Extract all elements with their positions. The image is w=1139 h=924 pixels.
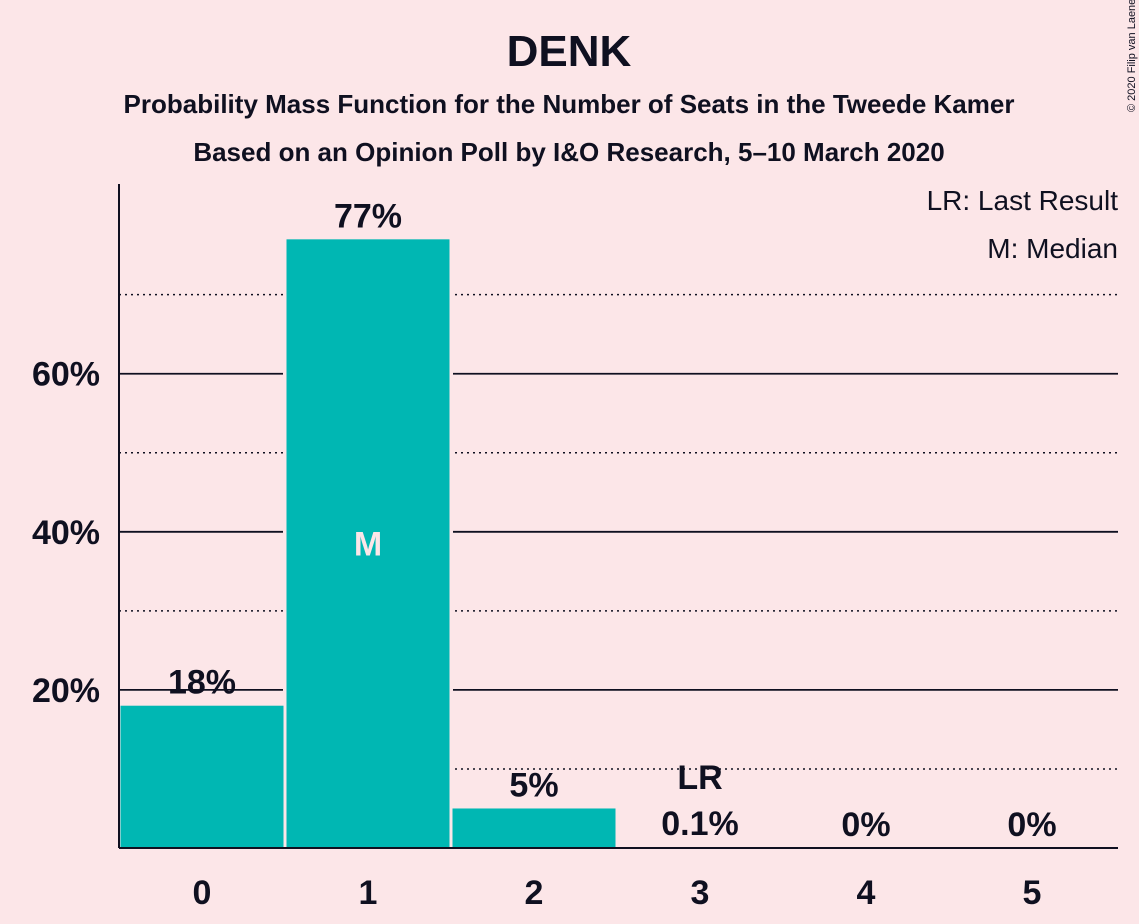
labels-layer: 20% 40% 60% 0 1 2 3 4 5 18% 77% 5% 0.1% 0% 0% M LR (32, 197, 1057, 912)
x-tick-label-2: 2 (525, 874, 544, 912)
data-label-5: 0% (1007, 806, 1056, 844)
axes-layer (118, 184, 1118, 849)
x-tick-label-4: 4 (857, 874, 876, 912)
x-tick-label-0: 0 (193, 874, 212, 912)
y-tick-label-60: 60% (32, 356, 100, 394)
data-label-0: 18% (168, 664, 236, 702)
data-label-4: 0% (841, 806, 890, 844)
legend-entry-1: M: Median (987, 233, 1118, 264)
median-marker: M (354, 526, 382, 564)
bar-0 (120, 705, 284, 848)
chart-subtitle: Probability Mass Function for the Number… (124, 89, 1015, 119)
y-tick-label-20: 20% (32, 672, 100, 710)
x-tick-label-3: 3 (691, 874, 710, 912)
chart-title: DENK (507, 27, 632, 76)
x-tick-label-5: 5 (1023, 874, 1042, 912)
legend-layer: LR: Last Result M: Median (927, 185, 1119, 264)
bar-1 (286, 239, 450, 849)
grid-layer (119, 293, 1118, 770)
data-label-2: 5% (509, 766, 558, 804)
y-tick-label-40: 40% (32, 514, 100, 552)
bars-layer (117, 239, 785, 849)
copyright-notice: © 2020 Filip van Laenen (1126, 0, 1138, 112)
x-tick-label-1: 1 (359, 874, 378, 912)
chart-subtitle-source: Based on an Opinion Poll by I&O Research… (193, 137, 944, 167)
legend-entry-0: LR: Last Result (927, 185, 1119, 216)
data-label-1: 77% (334, 197, 402, 235)
bar-2 (452, 808, 616, 848)
data-label-3: 0.1% (661, 805, 739, 843)
last-result-marker: LR (677, 759, 722, 797)
